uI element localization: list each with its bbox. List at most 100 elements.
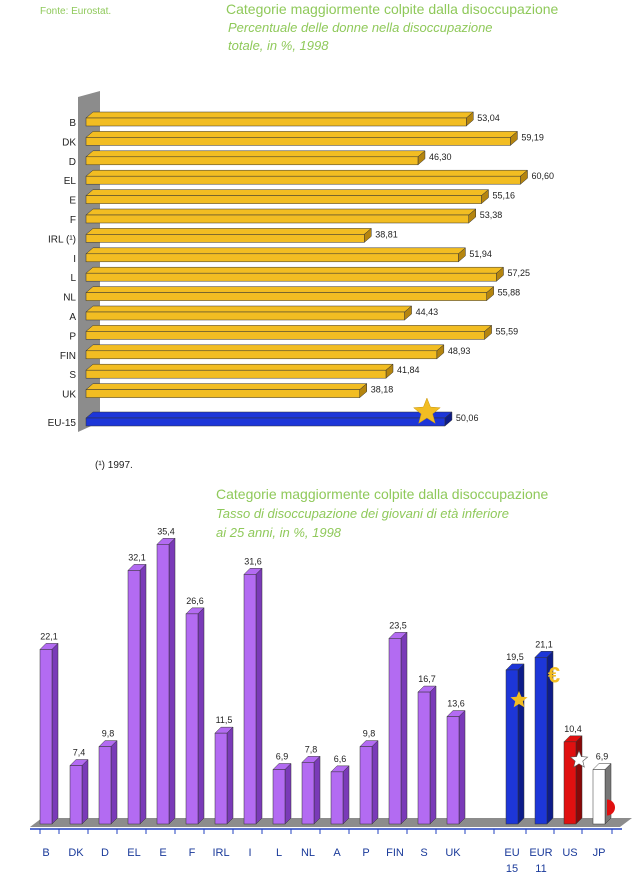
- chart1-bar-9: [85, 286, 495, 302]
- chart2-bar-front: [272, 769, 286, 825]
- chart1-category-label: EL: [64, 176, 77, 187]
- chart2-category-label: E: [159, 847, 166, 859]
- chart1-bar-14: [85, 383, 368, 399]
- chart1-horizontal-bar-chart: B 53,04 DK 59,19 D 46,30 EL 60,60 E 55,16 F 53,38 IR…: [48, 91, 555, 432]
- chart2-subtitle-line2: ai 25 anni, in %, 1998: [216, 525, 342, 540]
- chart2-bar-side: [226, 726, 234, 825]
- chart2-category-label: DK: [68, 847, 84, 859]
- chart1-value-label: 51,94: [469, 249, 492, 259]
- chart2-bar-side: [400, 631, 408, 825]
- chart2-bar-front: [417, 691, 431, 825]
- chart1-bar-front: [85, 369, 387, 379]
- chart2-category-label: D: [101, 847, 109, 859]
- chart2-bar-1: [69, 758, 89, 825]
- chart1-bar-front: [85, 214, 469, 224]
- chart2-category-label: FIN: [386, 847, 404, 859]
- chart2-bar-front: [214, 732, 228, 825]
- chart2-bar-side: [342, 765, 350, 825]
- chart1-footnote: (¹) 1997.: [95, 460, 133, 471]
- chart2-bar-front: [359, 746, 373, 825]
- source-note: Fonte: Eurostat.: [40, 6, 112, 17]
- chart2-bar-side: [371, 739, 379, 825]
- chart1-category-label: B: [69, 118, 76, 129]
- chart1-value-label: 38,81: [375, 229, 398, 239]
- chart1-bar-2: [85, 150, 426, 166]
- chart2-value-label: 6,9: [596, 751, 609, 761]
- chart1-value-label: 41,84: [397, 365, 420, 375]
- chart2-bar-3: [127, 563, 147, 825]
- chart2-bar-17: [563, 735, 583, 825]
- chart1-bar-front: [85, 253, 459, 263]
- chart1-value-label: 50,06: [456, 413, 479, 423]
- chart2-bar-7: [243, 567, 263, 825]
- chart1-category-label: I: [73, 254, 76, 265]
- chart1-bar-front: [85, 117, 467, 127]
- chart1-category-label: UK: [62, 390, 76, 401]
- chart2-bar-side: [284, 762, 292, 825]
- chart1-category-label: F: [70, 215, 76, 226]
- chart1-value-label: 59,19: [521, 132, 544, 142]
- chart2-bar-4: [156, 537, 176, 825]
- chart1-bar-15: [85, 411, 453, 427]
- chart1-value-label: 55,59: [496, 326, 519, 336]
- chart2-value-label: 6,9: [276, 751, 289, 761]
- chart1-bar-12: [85, 344, 445, 360]
- chart1-value-label: 46,30: [429, 152, 452, 162]
- chart2-bar-10: [330, 765, 350, 825]
- chart2-subtitle-line1: Tasso di disoccupazione dei giovani di e…: [216, 506, 509, 521]
- chart2-bar-front: [243, 574, 257, 825]
- chart1-category-label: P: [69, 331, 76, 342]
- chart2-category-label: L: [276, 847, 282, 859]
- chart1-bar-6: [85, 227, 372, 243]
- chart2-bar-front: [505, 669, 519, 825]
- chart2-category-label: A: [333, 847, 341, 859]
- chart1-bar-4: [85, 189, 490, 205]
- chart1-category-label: E: [69, 196, 76, 207]
- eu-star-icon: [510, 691, 528, 708]
- chart1-category-label: DK: [62, 137, 76, 148]
- chart2-bar-front: [98, 746, 112, 825]
- chart1-bar-front: [85, 292, 487, 301]
- chart2-category-label: EUR: [529, 847, 552, 859]
- chart2-bar-0: [39, 642, 59, 825]
- chart1-category-label: D: [69, 157, 76, 168]
- chart2-value-label: 19,5: [506, 652, 524, 662]
- chart2-bar-side: [517, 663, 525, 825]
- chart2-title: Categorie maggiormente colpite dalla dis…: [216, 486, 549, 502]
- chart2-bar-front: [69, 765, 83, 825]
- chart2-bar-front: [563, 741, 577, 825]
- chart2-bar-front: [156, 544, 170, 825]
- chart2-bar-side: [168, 537, 176, 825]
- chart2-bar-front: [330, 771, 344, 825]
- chart2-value-label: 32,1: [128, 552, 146, 562]
- chart2-bar-13: [417, 685, 437, 825]
- chart1-bar-7: [85, 247, 467, 263]
- chart2-bar-side: [575, 735, 583, 825]
- chart2-bar-front: [446, 716, 460, 825]
- chart1-bar-front: [85, 175, 521, 185]
- chart2-value-label: 7,4: [73, 748, 86, 758]
- chart2-bar-front: [592, 769, 606, 825]
- chart1-subtitle-line2: totale, in %, 1998: [228, 38, 329, 53]
- chart1-bar-5: [85, 208, 477, 224]
- chart2-bar-6: [214, 726, 234, 825]
- chart1-title: Categorie maggiormente colpite dalla dis…: [226, 1, 559, 17]
- chart1-bar-13: [85, 363, 394, 379]
- chart2-bar-side: [139, 563, 147, 825]
- chart2-category-label: EL: [127, 847, 140, 859]
- chart1-category-label: EU-15: [48, 418, 77, 429]
- chart1-category-label: A: [69, 312, 76, 323]
- chart2-bar-side: [81, 758, 89, 825]
- chart2-value-label: 9,8: [363, 729, 376, 739]
- chart1-bar-front: [85, 331, 485, 340]
- chart1-value-label: 60,60: [532, 171, 555, 181]
- chart2-bar-15: [505, 663, 525, 825]
- chart1-bar-front: [85, 195, 482, 204]
- chart2-bar-12: [388, 631, 408, 825]
- chart2-value-label: 6,6: [334, 754, 347, 764]
- chart2-value-label: 16,7: [418, 674, 436, 684]
- euro-sign-icon: €: [548, 662, 560, 687]
- chart1-bar-front: [85, 272, 497, 282]
- chart2-bar-5: [185, 607, 205, 825]
